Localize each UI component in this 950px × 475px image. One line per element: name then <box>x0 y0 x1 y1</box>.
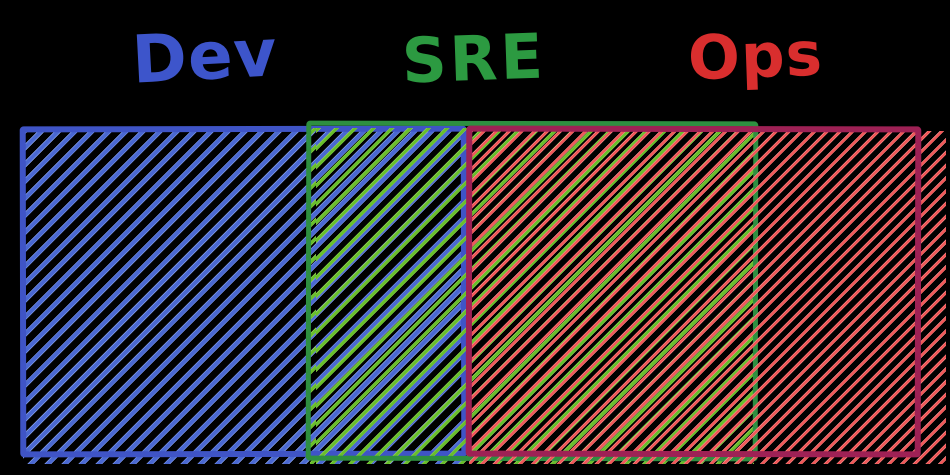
ops-rect-border <box>465 125 922 458</box>
dev-label: Dev <box>130 14 280 99</box>
ops-rect-hatch <box>469 131 946 464</box>
ops-label: Ops <box>686 18 825 95</box>
sre-label: SRE <box>400 19 547 98</box>
